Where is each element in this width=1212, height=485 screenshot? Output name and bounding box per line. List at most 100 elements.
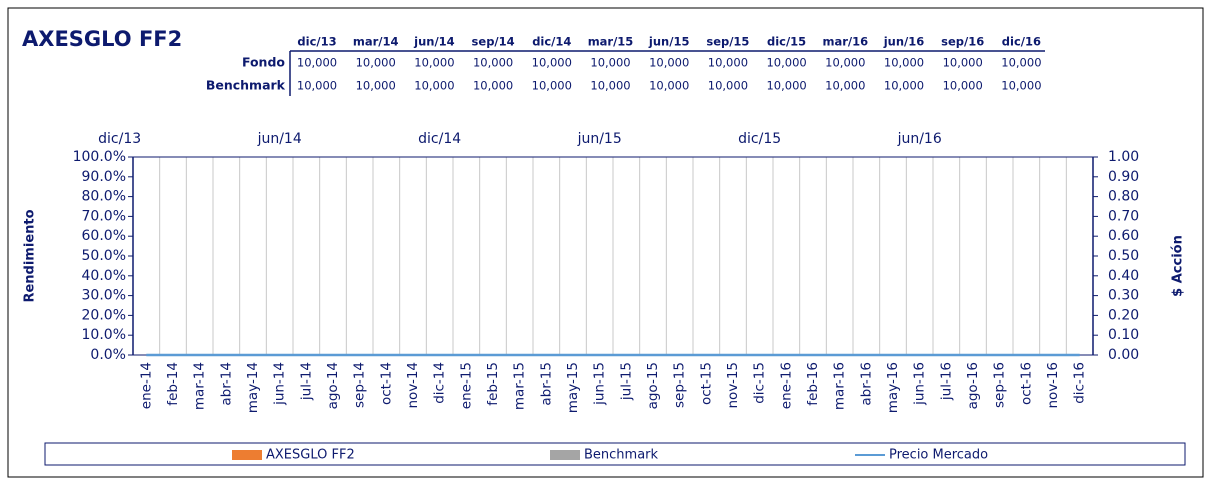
legend-swatch — [550, 450, 580, 460]
y2-tick-label: 0.10 — [1108, 327, 1139, 343]
y2-tick-label: 0.90 — [1108, 169, 1139, 185]
y2-tick-label: 0.40 — [1108, 268, 1139, 284]
x-tick-label: may-15 — [565, 362, 581, 413]
y2-tick-label: 0.50 — [1108, 248, 1139, 264]
table-cell: 10,000 — [473, 79, 513, 93]
x-tick-label: jul-15 — [618, 362, 634, 401]
y2-tick-label: 0.00 — [1108, 347, 1139, 363]
table-row-label: Benchmark — [206, 78, 286, 93]
x-tick-label: nov-15 — [725, 362, 741, 409]
x-tick-label: nov-16 — [1045, 362, 1061, 409]
table-cell: 10,000 — [473, 56, 513, 70]
x-tick-label: ene-16 — [778, 362, 794, 409]
top-x-label: dic/14 — [418, 131, 461, 147]
table-cell: 10,000 — [590, 79, 630, 93]
x-tick-label: dic-16 — [1072, 362, 1088, 404]
y-tick-label: 30.0% — [82, 288, 126, 304]
table-header: dic/15 — [767, 35, 806, 49]
table-header: mar/16 — [822, 35, 868, 49]
table-cell: 10,000 — [943, 79, 983, 93]
x-tick-label: mar-15 — [512, 362, 528, 410]
y-tick-label: 40.0% — [82, 268, 126, 284]
x-tick-label: abr-14 — [218, 362, 234, 406]
x-tick-label: feb-15 — [485, 362, 501, 406]
y2-tick-label: 0.80 — [1108, 189, 1139, 205]
x-tick-label: abr-15 — [538, 362, 554, 406]
table-cell: 10,000 — [884, 79, 924, 93]
x-tick-label: ene-14 — [138, 362, 154, 409]
y2-tick-label: 0.60 — [1108, 228, 1139, 244]
table-cell: 10,000 — [649, 56, 689, 70]
table-cell: 10,000 — [766, 79, 806, 93]
table-cell: 10,000 — [884, 56, 924, 70]
y2-tick-label: 0.20 — [1108, 307, 1139, 323]
table-header: dic/13 — [297, 35, 336, 49]
table-cell: 10,000 — [943, 56, 983, 70]
table-header: jun/16 — [883, 35, 925, 49]
table-header: jun/14 — [413, 35, 455, 49]
y-tick-label: 10.0% — [82, 327, 126, 343]
table-header: sep/16 — [941, 35, 984, 49]
table-cell: 10,000 — [1001, 56, 1041, 70]
y-tick-label: 0.0% — [90, 347, 126, 363]
top-x-label: dic/13 — [98, 131, 141, 147]
x-tick-label: feb-14 — [165, 362, 181, 406]
chart-title: AXESGLO FF2 — [22, 27, 182, 51]
x-tick-label: jun-14 — [272, 362, 288, 406]
x-tick-label: jul-14 — [298, 362, 314, 401]
y2-tick-label: 0.70 — [1108, 208, 1139, 224]
y-tick-label: 20.0% — [82, 307, 126, 323]
x-tick-label: abr-16 — [858, 362, 874, 406]
x-tick-label: ago-16 — [965, 362, 981, 409]
x-tick-label: dic-14 — [432, 362, 448, 404]
y-axis-title: Rendimiento — [23, 209, 38, 302]
y-tick-label: 100.0% — [73, 149, 126, 165]
x-tick-label: sep-15 — [672, 362, 688, 408]
table-cell: 10,000 — [708, 79, 748, 93]
x-tick-label: oct-15 — [698, 362, 714, 405]
table-header: sep/14 — [472, 35, 515, 49]
table-row-label: Fondo — [242, 55, 285, 70]
x-tick-label: sep-14 — [352, 362, 368, 408]
y-tick-label: 60.0% — [82, 228, 126, 244]
y-tick-label: 90.0% — [82, 169, 126, 185]
x-tick-label: mar-14 — [192, 362, 208, 410]
table-cell: 10,000 — [825, 56, 865, 70]
x-tick-label: mar-16 — [832, 362, 848, 410]
table-cell: 10,000 — [649, 79, 689, 93]
table-header: dic/16 — [1002, 35, 1041, 49]
y2-tick-label: 0.30 — [1108, 288, 1139, 304]
x-tick-label: nov-14 — [405, 362, 421, 409]
table-header: sep/15 — [706, 35, 749, 49]
x-tick-label: oct-14 — [378, 362, 394, 405]
x-tick-label: may-14 — [245, 362, 261, 413]
y2-tick-label: 1.00 — [1108, 149, 1139, 165]
top-x-label: dic/15 — [738, 131, 781, 147]
table-cell: 10,000 — [356, 56, 396, 70]
table-cell: 10,000 — [532, 56, 572, 70]
top-x-label: jun/15 — [577, 131, 622, 147]
table-header: jun/15 — [648, 35, 690, 49]
x-tick-label: oct-16 — [1018, 362, 1034, 405]
legend-swatch — [232, 450, 262, 460]
table-cell: 10,000 — [590, 56, 630, 70]
table-cell: 10,000 — [414, 79, 454, 93]
x-tick-label: ene-15 — [458, 362, 474, 409]
table-header: mar/15 — [588, 35, 634, 49]
x-tick-label: may-16 — [885, 362, 901, 413]
table-cell: 10,000 — [532, 79, 572, 93]
y2-axis-title: $ Acción — [1171, 235, 1186, 297]
x-tick-label: dic-15 — [752, 362, 768, 404]
table-cell: 10,000 — [414, 56, 454, 70]
x-tick-label: sep-16 — [992, 362, 1008, 408]
table-cell: 10,000 — [708, 56, 748, 70]
legend-label: AXESGLO FF2 — [266, 448, 355, 463]
x-tick-label: jun-15 — [592, 362, 608, 406]
table-cell: 10,000 — [297, 79, 337, 93]
x-tick-label: jul-16 — [938, 362, 954, 401]
top-x-label: jun/14 — [257, 131, 302, 147]
legend-label: Precio Mercado — [889, 448, 988, 463]
x-tick-label: feb-16 — [805, 362, 821, 406]
